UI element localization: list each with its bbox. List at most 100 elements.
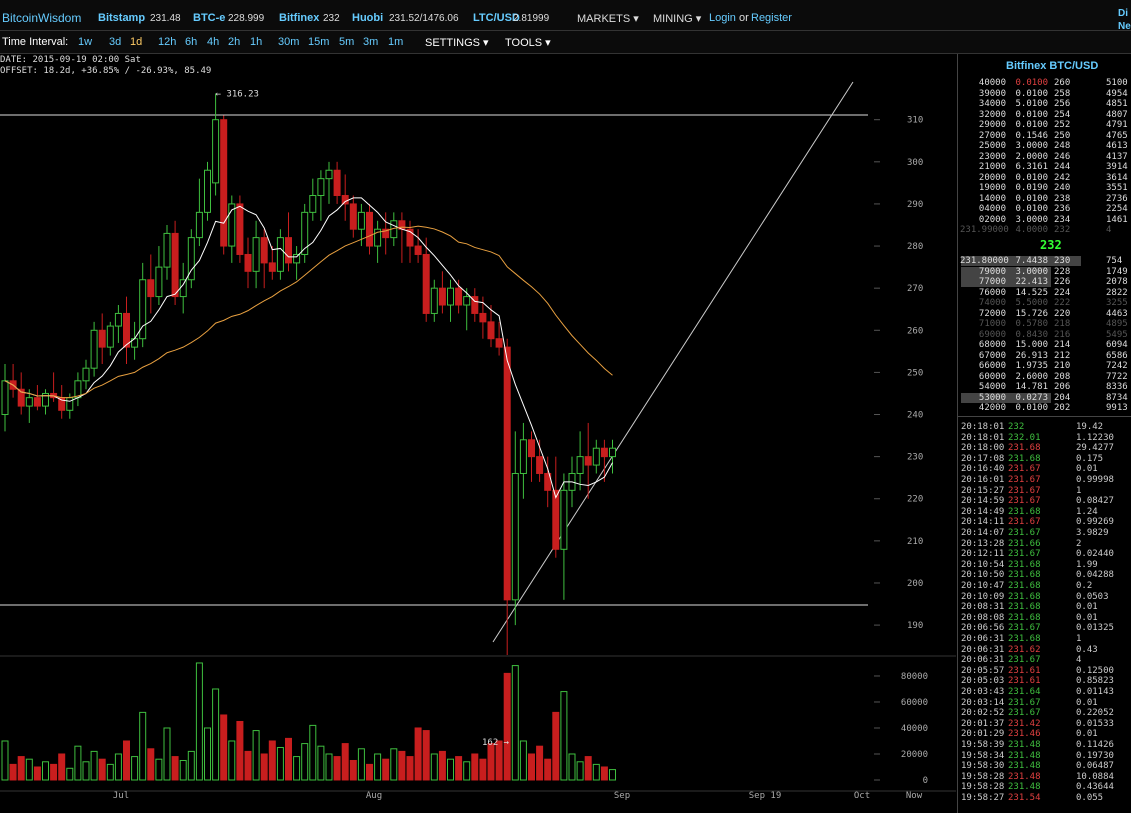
candle-body	[301, 211, 309, 255]
book-cell: 14.525	[1015, 287, 1048, 298]
interval[interactable]: 2h	[228, 36, 241, 48]
volume-bar	[244, 750, 252, 781]
volume-bar	[390, 748, 398, 781]
trade-time: 20:06:31	[961, 644, 1005, 655]
interval[interactable]: 3d	[109, 36, 122, 48]
book-cell: 1749	[1106, 266, 1128, 277]
interval[interactable]: 6h	[185, 36, 198, 48]
register[interactable]: Register	[751, 12, 792, 24]
book-cell: 79000	[978, 266, 1006, 277]
trade-time: 20:10:54	[961, 559, 1005, 570]
interval[interactable]: 1m	[388, 36, 404, 48]
book-cell: 40000	[978, 78, 1006, 88]
y-tick-label: 310	[907, 116, 923, 126]
volume-bar	[568, 753, 576, 781]
book-cell: 3.0000	[1015, 214, 1048, 225]
ticker-name[interactable]: BTC-e	[193, 12, 226, 24]
interval[interactable]: 30m	[278, 36, 300, 48]
volume-bar	[528, 753, 535, 781]
book-cell: 0.1546	[1015, 130, 1048, 141]
book-cell: 02000	[978, 214, 1006, 225]
volume-bar	[147, 748, 155, 781]
volume-bar	[471, 753, 479, 781]
trade-amount: 0.0503	[1076, 591, 1109, 602]
trade-amount: 0.01	[1076, 729, 1098, 740]
interval[interactable]: 1h	[250, 36, 263, 48]
volume-bar	[406, 756, 414, 781]
trade-price: 231.67	[1008, 697, 1041, 708]
trade-time: 20:18:00	[961, 443, 1005, 454]
book-cell: 29000	[978, 120, 1006, 130]
volume-bar	[293, 756, 301, 781]
candle-body	[66, 397, 74, 411]
interval[interactable]: 3m	[363, 36, 379, 48]
book-cell: 230	[1054, 256, 1071, 266]
trade-amount: 0.12500	[1076, 665, 1114, 676]
candle-body	[317, 178, 325, 197]
book-cell: 4954	[1106, 88, 1128, 99]
volume-bar	[220, 714, 228, 781]
book-cell: 260	[1054, 78, 1071, 88]
candle-body	[471, 296, 479, 314]
trade-price: 231.68	[1008, 602, 1041, 613]
interval[interactable]: 5m	[339, 36, 355, 48]
interval[interactable]: 1w	[78, 36, 93, 48]
logo[interactable]: BitcoinWisdom	[2, 11, 82, 25]
interval[interactable]: 15m	[308, 36, 330, 48]
volume-bar	[366, 763, 373, 781]
trade-price: 231.67	[1008, 623, 1041, 634]
login[interactable]: Login	[709, 12, 736, 24]
x-label: Aug	[366, 791, 382, 801]
candle-body	[576, 456, 584, 474]
candle-body	[187, 237, 195, 281]
book-cell: 246	[1054, 151, 1071, 162]
volume-bar	[447, 758, 454, 781]
book-cell: 53000	[978, 392, 1006, 403]
book-cell: 231.99000	[960, 225, 1009, 235]
menu[interactable]: MARKETS ▾	[577, 13, 639, 25]
trade-price: 231.67	[1008, 549, 1041, 560]
interval-label: Time Interval:	[2, 36, 69, 48]
trade-price: 231.46	[1008, 729, 1041, 740]
candle-body	[139, 279, 147, 340]
ticker-name[interactable]: Bitfinex	[279, 12, 320, 24]
book-cell: 76000	[978, 287, 1006, 298]
book-cell: 22.413	[1015, 277, 1048, 287]
date-info: DATE: 2015-09-19 02:00 Sat	[0, 55, 141, 65]
candle-body	[414, 245, 422, 255]
v-tick-label: 20000	[901, 750, 928, 760]
candle-body	[179, 279, 187, 298]
candle-body	[171, 232, 179, 298]
trade-amount: 0.01	[1076, 464, 1098, 475]
trade-price: 232.01	[1008, 432, 1041, 443]
candle-body	[366, 211, 373, 247]
volume-bar	[42, 761, 49, 781]
menu[interactable]: MINING ▾	[653, 13, 702, 25]
book-cell: 4807	[1106, 109, 1128, 120]
interval[interactable]: 4h	[207, 36, 220, 48]
tool-menu[interactable]: TOOLS ▾	[505, 37, 551, 49]
trade-time: 20:06:31	[961, 634, 1005, 644]
candle-body	[447, 287, 454, 306]
candle-body	[195, 211, 203, 239]
book-cell: 67000	[978, 350, 1006, 361]
y-tick-label: 200	[907, 579, 923, 589]
ticker-price: 232	[323, 13, 340, 24]
book-cell: 21000	[978, 162, 1006, 172]
book-cell: 202	[1054, 403, 1071, 413]
ticker-name[interactable]: Huobi	[352, 12, 384, 24]
book-cell: 3914	[1106, 162, 1128, 172]
y-tick-label: 300	[907, 158, 923, 168]
book-cell: 3.0000	[1015, 266, 1048, 277]
book-cell: 206	[1054, 382, 1071, 392]
trade-time: 19:58:30	[961, 761, 1005, 772]
book-cell: 242	[1054, 172, 1071, 183]
interval[interactable]: 12h	[158, 36, 177, 48]
book-cell: 5495	[1106, 329, 1128, 340]
interval[interactable]: 1d	[130, 36, 143, 48]
tool-menu[interactable]: SETTINGS ▾	[425, 37, 489, 49]
book-cell: 4765	[1106, 130, 1128, 141]
ticker-name[interactable]: LTC/USD	[473, 12, 520, 24]
book-cell: 250	[1054, 130, 1071, 141]
ticker-name[interactable]: Bitstamp	[98, 12, 146, 24]
